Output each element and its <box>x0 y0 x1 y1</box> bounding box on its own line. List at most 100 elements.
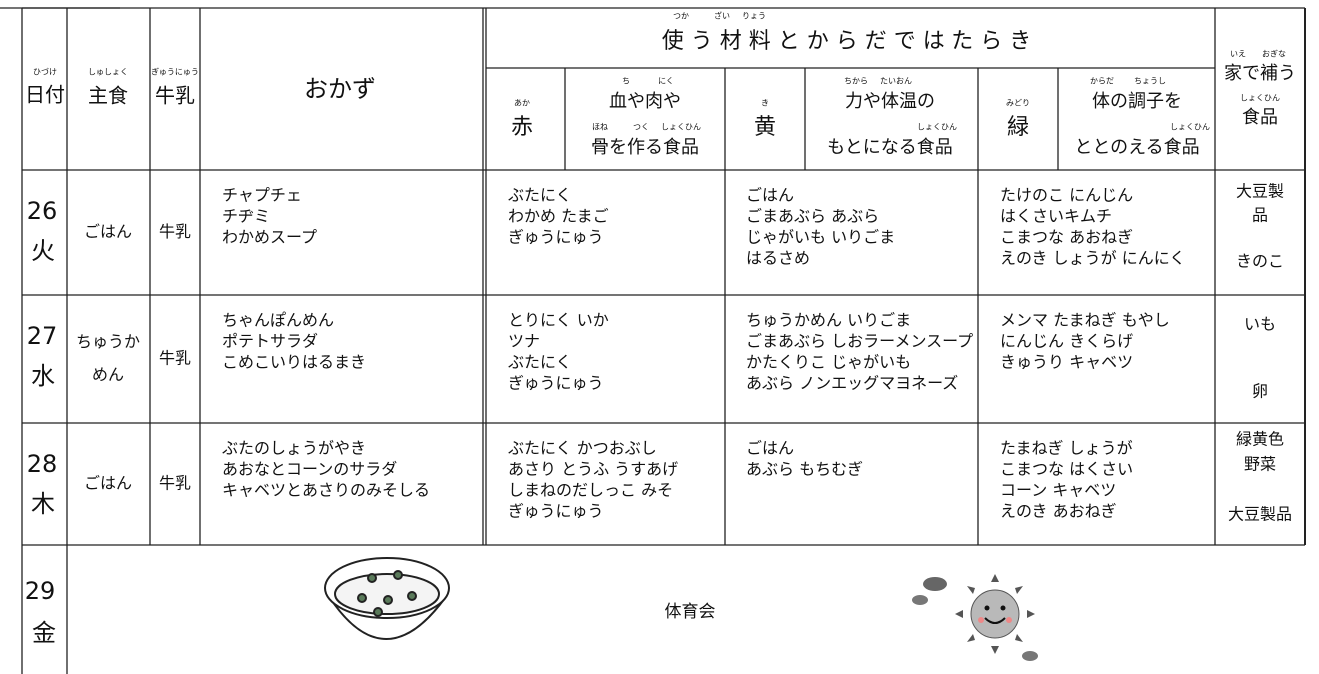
home-item: 大豆製品 <box>1228 505 1292 524</box>
ruby: しょくひん <box>1240 94 1280 103</box>
bean <box>357 593 367 603</box>
red-item: とりにく いか <box>508 311 609 330</box>
rice <box>334 573 440 615</box>
green-item: こまつな はくさい <box>1000 460 1133 479</box>
ruby: しょくひん <box>1170 123 1210 132</box>
header-cell: 血や肉や <box>609 91 681 112</box>
yellow-item: あぶら ノンエッグマヨネーズ <box>746 374 958 393</box>
home-item: きのこ <box>1236 252 1284 271</box>
home-item: いも <box>1244 315 1276 334</box>
ruby: いえ <box>1230 50 1246 59</box>
header-cell: 黄 <box>754 115 776 140</box>
yellow-item: あぶら もちむぎ <box>746 460 863 479</box>
header-cell: 力や体温の <box>845 91 935 112</box>
ruby: おぎな <box>1262 49 1286 59</box>
eye <box>984 605 990 611</box>
green-item: たけのこ にんじん <box>1000 186 1133 205</box>
yellow-item: かたくりこ じゃがいも <box>746 353 911 372</box>
home-item: 品 <box>1252 206 1268 225</box>
ruby: あか <box>514 99 530 108</box>
cheek <box>1006 617 1012 623</box>
staple: めん <box>92 365 124 384</box>
header-cell: おかず <box>304 75 376 103</box>
yellow-item: ちゅうかめん いりごま <box>746 311 911 330</box>
header-cell: 体の調子を <box>1092 91 1182 112</box>
milk: 牛乳 <box>159 474 191 493</box>
ruby: ちから <box>844 77 868 86</box>
header-cell: ととのえる食品 <box>1074 137 1199 158</box>
ruby: ざい <box>714 11 730 21</box>
green-item: はくさいキムチ <box>1000 207 1112 226</box>
red-item: ぎゅうにゅう <box>508 502 604 521</box>
event: 体育会 <box>665 602 716 622</box>
bean <box>393 570 403 580</box>
green-item: きゅうり キャベツ <box>1000 353 1133 372</box>
sun <box>970 589 1020 639</box>
header-cell: 食品 <box>1242 107 1278 128</box>
cheek <box>978 617 984 623</box>
bean <box>383 595 393 605</box>
ruby: からだ <box>1090 77 1114 86</box>
ruby: ち <box>622 77 630 86</box>
dishes-item: こめこいりはるまき <box>222 353 366 372</box>
green-item: メンマ たまねぎ もやし <box>1000 311 1170 330</box>
day: 28 <box>27 450 58 478</box>
header-cell: もとになる食品 <box>827 137 953 158</box>
staple: ごはん <box>84 474 132 493</box>
ruby: たいおん <box>880 77 912 86</box>
ruby: つく <box>633 123 649 132</box>
yellow-item: じゃがいも いりごま <box>746 228 895 247</box>
event-row: 29 金 体育会 <box>25 577 716 647</box>
yellow-item: はるさめ <box>746 249 810 268</box>
ruby: しょくひん <box>917 123 957 132</box>
red-item: ぶたにく <box>508 353 572 372</box>
header-cell: 骨を作る食品 <box>591 137 699 158</box>
rice-bowl-illustration <box>324 557 450 640</box>
green-item: コーン キャベツ <box>1000 481 1116 500</box>
header-title: 使う材料とからだではたらき <box>662 29 1039 54</box>
bean <box>367 573 377 583</box>
header-cell: 牛乳 <box>155 84 195 108</box>
header: ひづけ 日付 しゅしょく 主食 ぎゅうにゅう 牛乳 おかず つか ざい りょう … <box>25 11 1296 159</box>
header-cell: 家で補う <box>1224 63 1296 84</box>
header-cell: 日付 <box>25 83 65 107</box>
ruby: つか <box>673 12 689 21</box>
milk: 牛乳 <box>159 349 191 368</box>
green-item: えのき あおねぎ <box>1000 502 1117 521</box>
weekday: 金 <box>32 619 56 647</box>
header-cell: 主食 <box>88 84 128 108</box>
bean <box>407 591 417 601</box>
dishes-item: わかめスープ <box>222 228 317 247</box>
ruby: りょう <box>742 12 766 21</box>
milk: 牛乳 <box>159 222 191 241</box>
header-cell: 緑 <box>1007 115 1029 140</box>
yellow-item: ごまあぶら あぶら <box>746 207 879 226</box>
staple: ごはん <box>84 222 132 241</box>
ruby: しょくひん <box>661 123 701 132</box>
day: 27 <box>27 322 58 350</box>
ruby: き <box>761 99 769 108</box>
red-item: わかめ たまご <box>508 207 609 226</box>
eye <box>1000 605 1006 611</box>
red-item: ぶたにく <box>508 186 572 205</box>
bean <box>373 607 383 617</box>
sun-illustration <box>912 574 1038 661</box>
candy <box>1022 651 1038 661</box>
header-cell: 赤 <box>511 115 533 140</box>
ruby: みどり <box>1006 99 1030 108</box>
candy <box>912 595 928 605</box>
weekday: 火 <box>31 237 55 265</box>
green-item: にんじん きくらげ <box>1000 332 1133 351</box>
red-item: ぎゅうにゅう <box>508 374 604 393</box>
smile <box>984 617 1006 624</box>
ruby: ぎゅうにゅう <box>151 67 199 77</box>
ruby: ちょうし <box>1134 77 1166 86</box>
red-item: ぎゅうにゅう <box>508 228 604 247</box>
dishes-item: あおなとコーンのサラダ <box>222 460 397 479</box>
dishes-item: チヂミ <box>222 207 270 226</box>
weekday: 水 <box>31 362 55 390</box>
dishes-item: キャベツとあさりのみそしる <box>222 481 430 500</box>
red-item: ツナ <box>508 332 540 351</box>
